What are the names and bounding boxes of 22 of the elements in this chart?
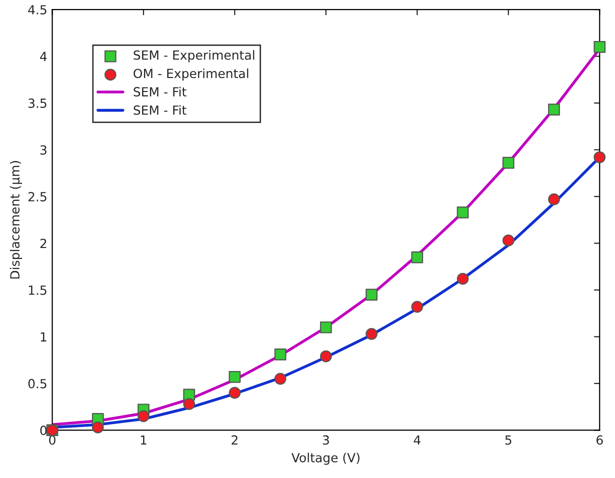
y-tick-label: 1 [40, 332, 46, 342]
legend-label: OM - Experimental [134, 68, 248, 81]
y-tick-label: 0 [40, 426, 47, 436]
y-tick-label: 1.5 [28, 286, 46, 295]
legend-label: SEM - Fit [134, 105, 186, 115]
y-axis-title: Displacement (µm) [10, 161, 22, 279]
x-tick-label: 3 [322, 435, 329, 445]
x-axis-title: Voltage (V) [291, 452, 360, 465]
legend-label: SEM - Experimental [134, 50, 254, 62]
x-tick-label: 4 [414, 435, 420, 445]
y-tick-label: 3 [40, 145, 46, 155]
x-tick-label: 5 [505, 435, 512, 445]
y-tick-label: 4.5 [28, 5, 46, 14]
x-tick-label: 1 [140, 435, 146, 445]
x-tick-label: 6 [596, 435, 603, 445]
y-tick-label: 2 [40, 238, 46, 248]
x-tick-label: 2 [232, 435, 238, 445]
y-tick-label: 2.5 [28, 192, 46, 202]
legend-label: SEM - Fit [134, 86, 186, 97]
y-tick-label: 3.5 [28, 98, 46, 108]
y-tick-label: 0.5 [28, 378, 46, 388]
y-tick-label: 4 [40, 52, 47, 62]
